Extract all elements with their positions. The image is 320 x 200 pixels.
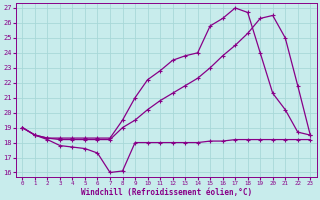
X-axis label: Windchill (Refroidissement éolien,°C): Windchill (Refroidissement éolien,°C) bbox=[81, 188, 252, 197]
